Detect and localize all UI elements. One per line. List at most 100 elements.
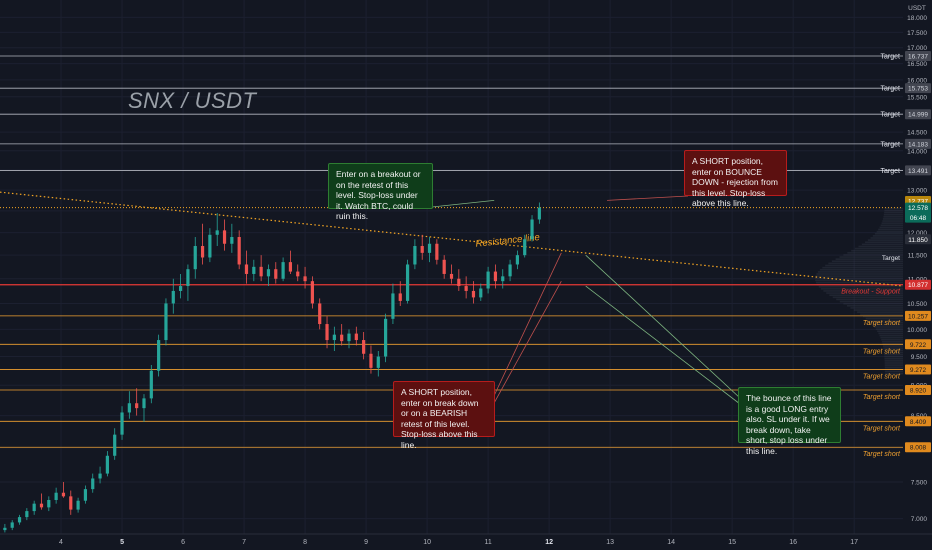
volume-profile-bar <box>843 302 903 305</box>
note-connector <box>607 195 689 201</box>
volume-profile-bar <box>854 247 903 250</box>
volume-profile-bar <box>879 334 903 337</box>
level-tag: Target <box>881 54 901 61</box>
level-price-label: 10.257 <box>908 313 928 320</box>
candle-body <box>91 478 95 490</box>
y-tick-label: 16.500 <box>907 61 927 68</box>
x-tick-label: 13 <box>606 539 614 546</box>
level-price-badge <box>905 442 931 453</box>
extra-price-label: 11.850 <box>908 237 928 244</box>
volume-profile-bar <box>853 309 903 311</box>
level-tag: Target short <box>863 425 901 432</box>
candle-body <box>76 500 80 510</box>
candle-body <box>274 269 278 279</box>
level-tag: Breakout - Support <box>841 289 901 296</box>
volume-profile-bar <box>822 266 903 269</box>
volume-profile-bar <box>874 326 903 328</box>
candle-body <box>362 340 366 354</box>
note-breakout-entry: Enter on a breakout or on the retest of … <box>328 163 433 221</box>
volume-profile-bar <box>829 294 903 296</box>
candle-body <box>479 288 483 298</box>
level-price-badge <box>905 364 931 375</box>
candle-body <box>105 455 109 474</box>
candle-body <box>215 230 219 235</box>
volume-profile-bar <box>815 275 903 277</box>
volume-profile-bar <box>819 268 903 271</box>
level-tag: Target <box>881 86 901 93</box>
level-price-badge <box>905 83 931 94</box>
volume-profile-bar <box>875 328 903 330</box>
volume-profile-bar <box>880 336 903 339</box>
x-tick-label: 5 <box>120 539 124 546</box>
volume-profile-bar <box>825 264 903 267</box>
candle-body <box>398 293 402 301</box>
volume-profile-bar <box>882 218 903 220</box>
volume-profile-bar <box>815 277 903 280</box>
note-short-bounce: A SHORT position, enter on BOUNCE DOWN -… <box>684 150 787 208</box>
volume-profile-bar <box>876 230 903 233</box>
level-price-label: 9.722 <box>910 342 927 349</box>
y-tick-label: 11.500 <box>908 253 928 260</box>
level-tag: Target short <box>863 394 901 401</box>
volume-profile-bar <box>884 366 903 369</box>
level-price-badge <box>905 384 931 395</box>
candle-body <box>244 264 249 274</box>
x-tick-label: 4 <box>59 539 63 546</box>
y-tick-label: 14.500 <box>907 130 927 137</box>
volume-profile-bar <box>884 211 903 214</box>
candle-body <box>149 370 153 399</box>
volume-profile-bar <box>865 241 903 244</box>
level-tag: Target <box>881 141 901 148</box>
countdown-label: 06:48 <box>910 215 927 222</box>
candle-body <box>39 503 44 508</box>
note-short-breakdown: A SHORT position, enter on break down or… <box>393 381 495 450</box>
candle-body <box>142 398 146 409</box>
volume-profile-bar <box>815 281 903 284</box>
volume-profile-bar <box>870 321 903 324</box>
candle-body <box>354 333 358 341</box>
candle-body <box>523 239 527 256</box>
y-tick-label: 18.000 <box>907 15 927 22</box>
candle-body <box>208 234 212 258</box>
candle-body <box>303 276 307 282</box>
candle-body <box>435 243 439 260</box>
candle-body <box>449 273 454 279</box>
level-price-label: 14.183 <box>908 141 928 148</box>
candle-body <box>486 271 490 289</box>
candle-body <box>288 262 293 272</box>
volume-profile-bar <box>823 290 903 292</box>
x-tick-label: 14 <box>667 539 675 546</box>
candle-body <box>157 340 161 371</box>
volume-profile-bar <box>870 237 903 239</box>
level-price-label: 10.877 <box>908 282 928 289</box>
volume-profile-bar <box>815 279 903 282</box>
current-price-badge <box>905 202 931 223</box>
candle-body <box>135 403 139 409</box>
resistance-line <box>0 191 904 287</box>
volume-profile-bar <box>881 222 903 224</box>
candle-body <box>296 271 300 277</box>
volume-profile-bar <box>860 313 903 316</box>
volume-profile-bar <box>843 254 903 256</box>
volume-profile-bar <box>847 252 903 254</box>
candle-body <box>340 334 344 342</box>
candle-body <box>332 334 336 341</box>
note-connector <box>431 200 495 208</box>
candle-body <box>69 496 73 510</box>
pair-title: SNX / USDT <box>128 88 257 113</box>
y-tick-label: 13.000 <box>907 188 927 195</box>
level-tag: Target short <box>863 451 901 458</box>
candle-body <box>405 264 410 301</box>
candle-body <box>83 489 88 501</box>
x-tick-label: 9 <box>364 539 368 546</box>
level-tag: Target <box>882 255 900 262</box>
y-tick-label: 17.000 <box>907 45 927 52</box>
candle-body <box>266 269 271 277</box>
volume-profile-bar <box>858 245 903 248</box>
candle-body <box>281 262 285 279</box>
candle-body <box>113 434 117 456</box>
candle-body <box>420 246 424 253</box>
volume-profile-bar <box>865 317 903 320</box>
